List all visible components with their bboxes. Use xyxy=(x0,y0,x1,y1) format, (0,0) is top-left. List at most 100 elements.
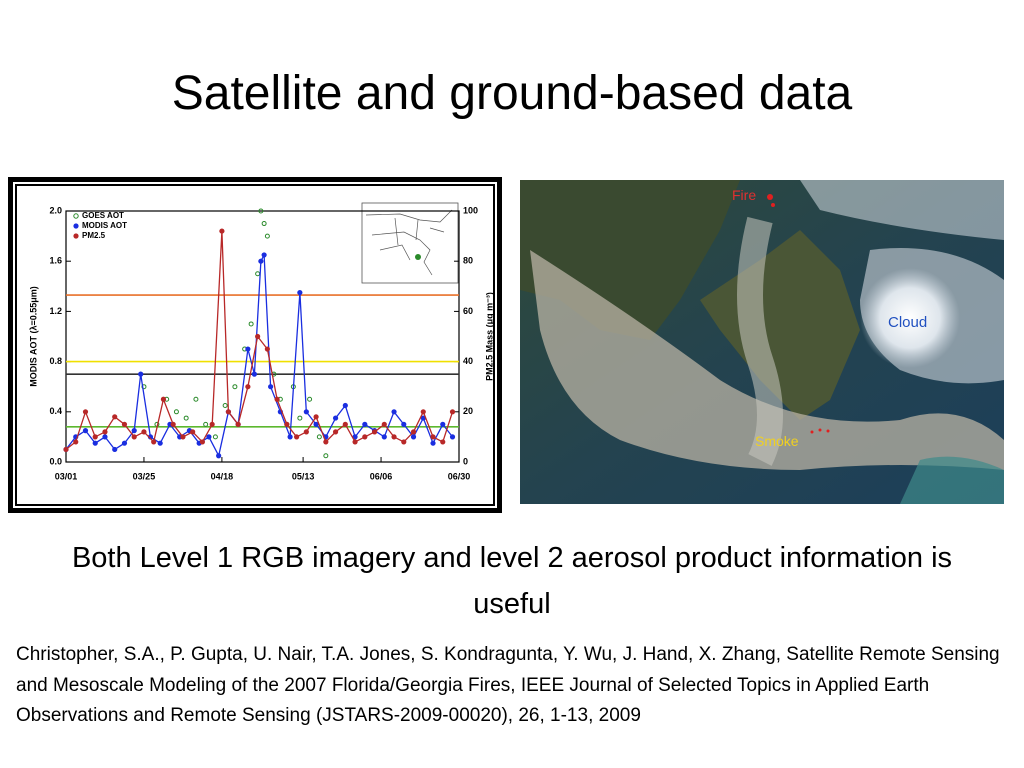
data-point xyxy=(271,371,277,377)
data-point xyxy=(190,429,196,435)
data-point xyxy=(242,346,248,352)
data-point xyxy=(82,428,89,434)
data-point xyxy=(323,453,329,459)
data-point xyxy=(183,415,189,421)
data-point xyxy=(323,439,329,445)
y-tick-label: 0.4 xyxy=(49,406,62,416)
data-point xyxy=(73,434,79,440)
data-point xyxy=(245,384,251,390)
data-point xyxy=(216,453,222,459)
data-point xyxy=(167,421,173,427)
data-point xyxy=(261,221,267,227)
data-point xyxy=(420,409,426,415)
data-point xyxy=(297,415,303,421)
data-point xyxy=(440,421,446,427)
data-point xyxy=(430,434,436,440)
data-point xyxy=(255,271,261,277)
cloud-label: Cloud xyxy=(888,314,927,331)
y2-tick-label: 40 xyxy=(463,356,473,366)
data-point xyxy=(138,371,144,377)
y2-tick-label: 0 xyxy=(463,456,468,466)
data-point xyxy=(225,409,231,415)
data-point xyxy=(381,421,387,427)
data-point xyxy=(342,402,348,409)
data-point xyxy=(63,446,69,453)
data-point xyxy=(219,228,225,234)
data-point xyxy=(449,409,456,415)
data-point xyxy=(381,434,387,440)
data-point xyxy=(410,434,417,440)
data-point xyxy=(313,421,319,427)
data-point xyxy=(277,409,283,415)
data-point xyxy=(186,428,193,434)
data-point xyxy=(235,421,241,427)
data-point xyxy=(232,384,238,390)
data-point xyxy=(206,434,212,440)
data-point xyxy=(371,429,378,435)
data-point xyxy=(203,421,209,427)
legend-label: PM2.5 xyxy=(82,231,106,240)
data-point xyxy=(352,434,358,440)
data-point xyxy=(177,434,183,440)
data-point xyxy=(440,439,446,445)
y-tick-label: 1.6 xyxy=(49,256,62,266)
data-point xyxy=(316,434,322,440)
data-point xyxy=(261,252,267,258)
data-point xyxy=(154,421,160,427)
data-point xyxy=(401,439,407,445)
data-point xyxy=(297,289,303,296)
data-point xyxy=(294,434,300,440)
data-point xyxy=(147,434,154,440)
x-tick-label: 06/30 xyxy=(448,471,471,481)
data-point xyxy=(121,440,128,446)
caption: Both Level 1 RGB imagery and level 2 aer… xyxy=(71,542,953,620)
data-point xyxy=(401,421,407,427)
data-point xyxy=(141,384,147,390)
series-line xyxy=(65,231,454,450)
data-point xyxy=(332,429,339,435)
y2-tick-label: 100 xyxy=(463,205,478,215)
data-point xyxy=(102,429,108,435)
data-point xyxy=(112,446,118,453)
y-axis-label: MODIS AOT (λ=0.55μm) xyxy=(28,286,38,386)
y2-tick-label: 80 xyxy=(463,256,473,266)
x-tick-label: 04/18 xyxy=(211,471,234,481)
data-point xyxy=(391,434,397,440)
data-point xyxy=(92,440,98,446)
data-point xyxy=(157,440,163,446)
data-point xyxy=(362,434,368,440)
data-point xyxy=(287,434,293,440)
data-point xyxy=(410,429,417,435)
y2-axis-label: PM2.5 Mass (μg m⁻³) xyxy=(484,292,494,381)
data-point xyxy=(277,396,283,402)
data-point xyxy=(307,396,313,402)
data-point xyxy=(225,409,231,415)
data-point xyxy=(245,346,251,352)
data-point xyxy=(209,421,215,427)
data-point xyxy=(303,409,309,415)
data-point xyxy=(342,421,348,427)
x-tick-label: 05/13 xyxy=(292,471,315,481)
y2-tick-label: 20 xyxy=(463,406,473,416)
chart-background xyxy=(23,192,487,498)
data-point xyxy=(352,439,358,445)
data-point xyxy=(131,434,137,440)
data-point xyxy=(303,429,309,435)
data-point xyxy=(274,396,280,402)
legend-label: GOES AOT xyxy=(82,211,124,220)
data-point xyxy=(313,414,319,420)
y-tick-label: 2.0 xyxy=(49,205,62,215)
data-point xyxy=(222,403,228,409)
series-line xyxy=(65,252,454,458)
data-point xyxy=(102,434,108,440)
x-tick-label: 06/06 xyxy=(370,471,393,481)
data-point xyxy=(268,384,274,390)
smoke-label: Smoke xyxy=(755,433,799,449)
data-point xyxy=(121,421,128,427)
chart-frame xyxy=(8,177,502,513)
plot-area xyxy=(65,210,460,463)
x-tick-label: 03/01 xyxy=(55,471,78,481)
data-point xyxy=(264,233,270,239)
data-point xyxy=(284,421,290,427)
